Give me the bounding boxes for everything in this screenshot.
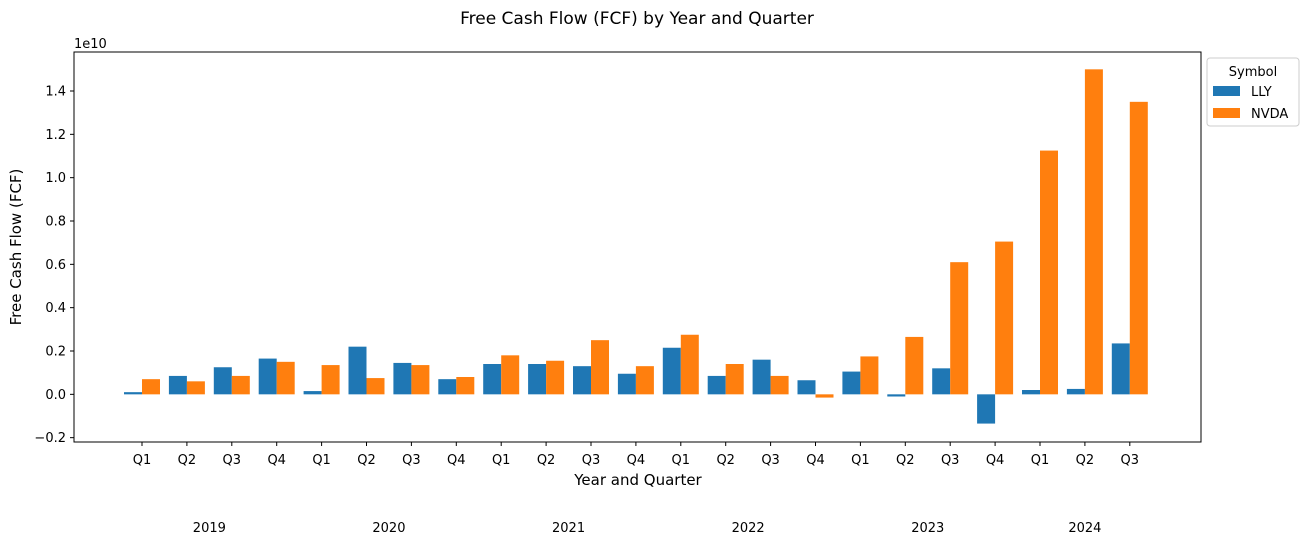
x-axis-label: Year and Quarter [573,471,702,489]
x-tick-label: Q1 [851,453,870,468]
bar-lly-12 [662,347,681,395]
x-tick-label: Q2 [537,453,556,468]
bar-lly-2 [213,367,232,395]
x-tick-label: Q4 [627,453,646,468]
x-tick-label: Q3 [1121,453,1140,468]
y-tick-label: 1.2 [45,128,66,143]
x-tick-label: Q4 [267,453,286,468]
bar-lly-19 [977,394,996,424]
bar-lly-11 [617,373,636,395]
legend-label-lly: LLY [1251,85,1272,100]
y-tick-label: 0.2 [45,345,66,360]
bar-nvda-11 [635,366,654,395]
legend: Symbol LLY NVDA [1206,57,1300,127]
year-label: 2023 [911,521,944,536]
bar-nvda-18 [950,262,969,395]
x-tick-label: Q3 [223,453,242,468]
legend-label-nvda: NVDA [1251,107,1288,122]
x-tick-label: Q4 [447,453,466,468]
bar-nvda-13 [725,364,744,395]
x-tick-label: Q4 [806,453,825,468]
year-label: 2021 [552,521,585,536]
bar-lly-1 [168,375,187,395]
bar-nvda-17 [905,336,924,395]
bar-lly-9 [528,364,547,395]
legend-swatch-lly [1213,86,1240,96]
bar-lly-20 [1022,390,1040,395]
x-tick-label: Q2 [1076,453,1095,468]
bar-nvda-15 [815,394,834,398]
plot-frame [73,51,1202,443]
bar-nvda-12 [680,334,699,395]
bar-nvda-19 [995,241,1014,395]
bar-nvda-3 [276,361,295,395]
x-tick-label: Q3 [761,453,780,468]
y-tick-label: 0.0 [45,388,66,403]
x-tick-label: Q4 [986,453,1005,468]
bar-nvda-9 [546,360,565,395]
axes-layer: −0.2 0.0 0.2 0.4 0.6 0.8 1.0 1.2 1.4 Q1 Q2 Q3 Q4 Q1 Q2… [34,51,1202,536]
x-tick-label: Q3 [941,453,960,468]
y-tick-label: 0.8 [45,215,66,230]
bar-lly-15 [797,380,816,395]
x-tick-label: Q1 [133,453,152,468]
y-tick-label: 1.4 [45,85,66,100]
bar-nvda-6 [411,365,430,395]
legend-swatch-nvda [1213,108,1240,118]
bar-nvda-1 [186,381,205,395]
y-tick-label: 0.4 [45,301,66,316]
bar-nvda-16 [860,356,879,395]
y-axis-label: Free Cash Flow (FCF) [7,169,25,326]
bar-nvda-4 [321,365,340,395]
x-tick-label: Q1 [312,453,331,468]
bar-nvda-7 [456,377,475,395]
bar-nvda-0 [142,379,160,395]
y-tick-label: −0.2 [34,431,66,446]
x-tick-label: Q1 [492,453,511,468]
bar-lly-16 [842,371,861,395]
x-tick-label: Q3 [582,453,601,468]
bar-nvda-20 [1040,150,1058,395]
bar-lly-22 [1111,343,1130,395]
year-label: 2019 [193,521,226,536]
x-tick-label: Q2 [178,453,197,468]
bar-lly-14 [752,359,771,395]
bar-nvda-14 [770,375,789,395]
bar-nvda-21 [1084,69,1103,395]
bar-nvda-10 [591,340,609,395]
x-tick-label: Q1 [672,453,691,468]
bar-lly-6 [393,362,412,395]
x-tick-label: Q2 [716,453,735,468]
bar-lly-10 [573,366,591,395]
x-tick-label: Q3 [402,453,421,468]
bar-lly-17 [887,394,906,397]
bars-layer [124,69,1148,424]
bar-lly-4 [303,391,322,395]
bar-nvda-5 [366,378,385,395]
bar-lly-3 [258,358,277,395]
y-scale-label: 1e10 [74,37,107,52]
x-tick-label: Q1 [1031,453,1050,468]
bar-nvda-8 [501,355,520,395]
legend-title: Symbol [1229,65,1277,80]
y-tick-label: 1.0 [45,171,66,186]
bar-lly-7 [438,379,457,395]
bar-nvda-22 [1129,101,1148,395]
year-label: 2024 [1068,521,1101,536]
year-label: 2022 [732,521,765,536]
bar-lly-21 [1066,388,1085,395]
year-label: 2020 [372,521,405,536]
bar-nvda-2 [231,375,250,395]
x-tick-label: Q2 [357,453,376,468]
bar-lly-18 [932,368,951,395]
bar-lly-0 [124,392,142,395]
x-tick-label: Q2 [896,453,915,468]
bar-lly-13 [707,375,726,395]
y-tick-label: 0.6 [45,258,66,273]
bar-lly-8 [483,364,502,395]
bar-lly-5 [348,346,367,395]
chart-title: Free Cash Flow (FCF) by Year and Quarter [460,9,814,29]
